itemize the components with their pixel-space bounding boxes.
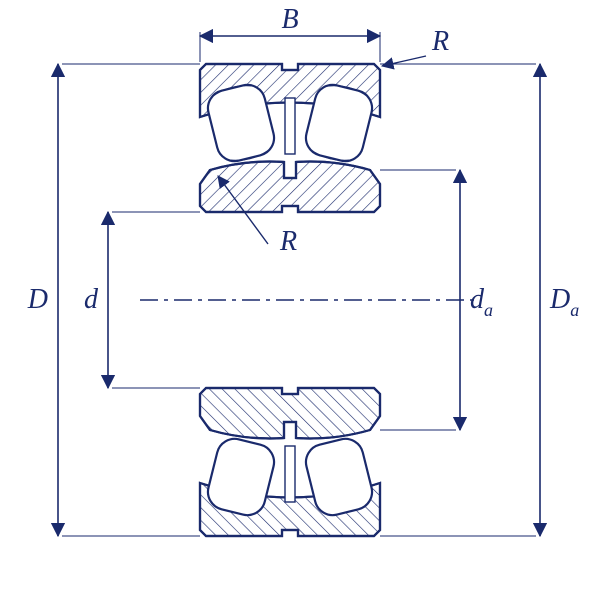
- bearing-cross-section: B R R Dd da Da: [0, 0, 600, 600]
- center-guide-ring-top: [285, 98, 295, 154]
- dim-B-label: B: [281, 4, 298, 35]
- inner-ring-top: [200, 162, 380, 212]
- label-R-outer: R: [431, 26, 449, 57]
- dim-D-label: D: [27, 284, 48, 315]
- bottom-half: [200, 388, 380, 536]
- label-R-inner: R: [279, 226, 297, 257]
- dim-d-label: d: [84, 284, 99, 315]
- dim-Da-label: Da: [549, 284, 579, 320]
- dim-da-label: da: [470, 284, 493, 320]
